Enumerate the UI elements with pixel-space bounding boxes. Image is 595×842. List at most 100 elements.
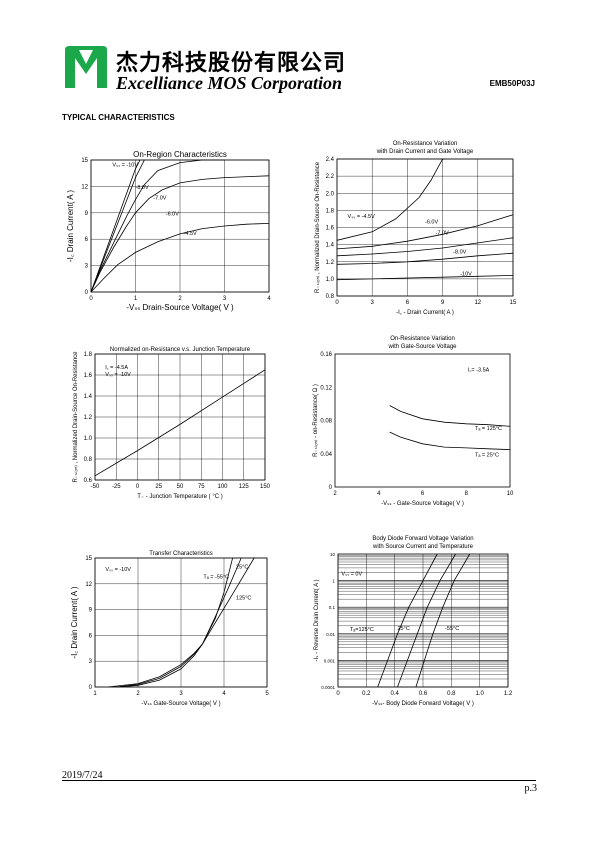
y-tick-label: 2.2 — [326, 174, 335, 180]
x-tick-label: 2 — [178, 296, 182, 302]
series-line — [415, 553, 471, 688]
y-tick-label: 0.01 — [326, 632, 335, 637]
y-tick-label: 1.2 — [326, 260, 335, 266]
y-tick-label: 10 — [330, 552, 336, 557]
x-tick-label: 0.2 — [362, 691, 371, 697]
company-name-english: Excelliance MOS Corporation — [116, 73, 343, 93]
y-axis-label: R₋ₛ₍ₒₙ₎ - on-Resistance( Ω ) — [313, 384, 319, 457]
chart-ron-vs-current: On-Resistance Variation with Drain Curren… — [315, 141, 517, 316]
y-tick-label: 0.16 — [320, 352, 332, 358]
series-line — [116, 557, 242, 688]
y-tick-label: 2.0 — [326, 191, 335, 197]
chart-annotation: I꜀= -3.5A — [468, 367, 490, 373]
x-tick-label: 0 — [335, 300, 339, 306]
y-tick-label: 1.6 — [84, 373, 93, 379]
y-tick-label: 3 — [89, 659, 93, 665]
series-label: Vₛₛ = -4.5V — [348, 214, 376, 220]
chart-title: Transfer Characteristics — [149, 551, 212, 557]
x-tick-label: 9 — [441, 300, 445, 306]
series-label: -7.0V — [153, 196, 166, 202]
x-axis-label: -I꜀ - Drain Current( A ) — [396, 310, 454, 316]
series-label: 25°C — [236, 564, 248, 570]
series-line — [377, 553, 438, 688]
y-tick-label: 12 — [81, 184, 88, 190]
chart-body-diode: Body Diode Forward Voltage Variation with… — [314, 536, 513, 707]
series-label: Tₐ = 125°C — [475, 426, 502, 432]
x-tick-label: 4 — [222, 691, 226, 697]
series-line — [90, 159, 145, 293]
x-axis-label: -Vₛₛ - Gate-Source Voltage( V ) — [381, 501, 464, 507]
series-line — [90, 223, 270, 293]
y-axis-label: -Iₛ - Reverse Drain Current( A ) — [314, 580, 320, 662]
x-tick-label: 8 — [465, 491, 469, 497]
plot-frame — [94, 353, 266, 481]
x-tick-label: 4 — [377, 491, 381, 497]
x-tick-label: 3 — [223, 296, 227, 302]
y-tick-label: 0.08 — [320, 419, 332, 425]
series-line — [389, 405, 511, 427]
plot-frame — [336, 158, 514, 297]
x-tick-label: 6 — [421, 491, 425, 497]
y-tick-label: 15 — [85, 556, 92, 562]
chart-title: On-Resistance Variation — [390, 336, 455, 342]
x-tick-label: 1 — [93, 691, 97, 697]
x-tick-label: 1.0 — [475, 691, 484, 697]
series-line — [397, 553, 456, 688]
series-label: -6.0V — [425, 219, 438, 225]
series-line — [107, 557, 255, 688]
x-tick-label: 12 — [474, 300, 481, 306]
series-label: -8.0V — [453, 250, 466, 256]
series-label: Tₐ=125°C — [350, 627, 374, 633]
series-line — [336, 158, 447, 241]
series-line — [94, 369, 266, 477]
y-axis-label: -I꜀ Drain Current( A ) — [70, 586, 79, 658]
y-tick-label: 9 — [89, 608, 93, 614]
section-title: TYPICAL CHARACTERISTICS — [62, 113, 175, 122]
x-axis-label: -Vₛₛ Gate-Source Voltage( V ) — [141, 701, 220, 707]
x-tick-label: 2 — [333, 491, 337, 497]
page-number: p.3 — [524, 783, 538, 794]
y-tick-label: 1.6 — [326, 226, 335, 232]
x-tick-label: 5 — [265, 691, 269, 697]
plot-frame — [334, 353, 511, 488]
series-line — [116, 557, 233, 688]
series-label: Tₐ = 25°C — [475, 452, 499, 458]
series-line — [389, 431, 511, 450]
series-line — [336, 214, 514, 250]
x-tick-label: 125 — [239, 484, 250, 490]
plot-frame — [94, 557, 268, 688]
chart-annotation: I꜀ = -4.5A — [105, 365, 128, 371]
series-line — [90, 159, 141, 293]
x-tick-label: 3 — [371, 300, 375, 306]
y-tick-label: 0.12 — [320, 385, 332, 391]
x-axis-label: -Vₛₛ Drain-Source Voltage( V ) — [126, 303, 234, 312]
y-axis-label: -I꜀ Drain Current( A ) — [66, 190, 75, 262]
series-line — [336, 275, 514, 281]
x-tick-label: 4 — [267, 296, 271, 302]
chart-annotation: Vₛₛ = 0V — [341, 571, 362, 577]
plot-frame — [90, 159, 270, 293]
y-tick-label: 0 — [329, 485, 333, 491]
x-tick-label: 150 — [260, 484, 271, 490]
y-tick-label: 12 — [85, 582, 92, 588]
chart-title: with Source Current and Temperature — [372, 544, 474, 550]
chart-title: On-Region Characteristics — [133, 150, 227, 159]
x-tick-label: 50 — [177, 484, 184, 490]
x-tick-label: 3 — [179, 691, 183, 697]
y-tick-label: 1.2 — [84, 415, 93, 421]
series-line — [90, 159, 225, 293]
footer-divider — [62, 780, 536, 781]
y-tick-label: 9 — [85, 211, 89, 217]
series-line — [90, 175, 270, 293]
chart-title: Body Diode Forward Voltage Variation — [372, 536, 473, 542]
x-tick-label: 15 — [510, 300, 517, 306]
x-tick-label: 25 — [155, 484, 162, 490]
x-tick-label: 0 — [336, 691, 340, 697]
y-tick-label: 0.8 — [326, 294, 335, 300]
series-label: -6.0V — [166, 211, 179, 217]
y-tick-label: 0.001 — [324, 658, 336, 663]
y-tick-label: 6 — [85, 237, 89, 243]
y-tick-label: 1 — [332, 579, 335, 584]
y-tick-label: 1.0 — [84, 436, 93, 442]
y-tick-label: 0 — [85, 290, 89, 296]
